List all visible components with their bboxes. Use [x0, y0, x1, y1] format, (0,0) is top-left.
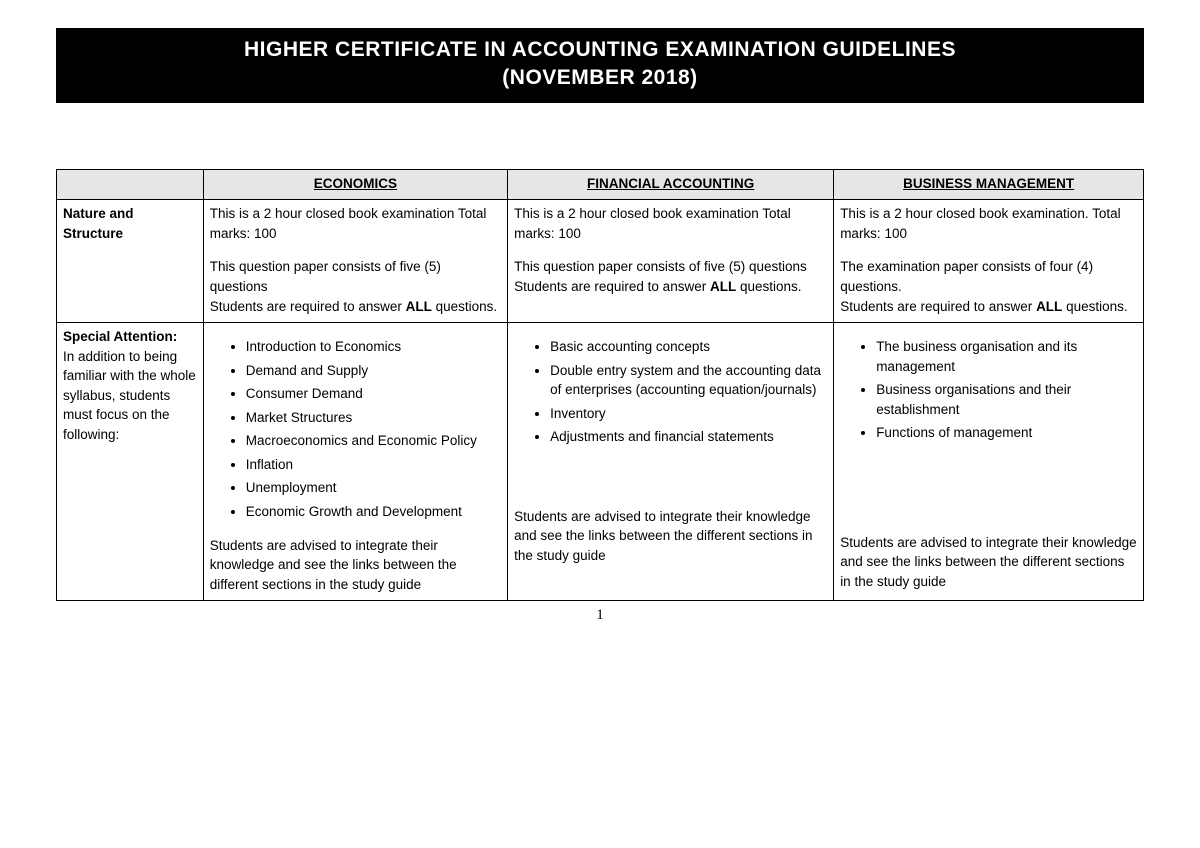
nature-econ-p2: This question paper consists of five (5)… [210, 257, 501, 316]
list-item: The business organisation and its manage… [876, 337, 1137, 376]
list-item: Introduction to Economics [246, 337, 501, 357]
col-header-economics: ECONOMICS [203, 169, 507, 200]
list-item: Unemployment [246, 478, 501, 498]
nature-econ-p2b-strong: ALL [406, 299, 432, 314]
list-item: Consumer Demand [246, 384, 501, 404]
attention-bus-bullets: The business organisation and its manage… [840, 337, 1137, 443]
attention-financial: Basic accounting concepts Double entry s… [508, 323, 834, 601]
nature-bus-p2b-post: questions. [1062, 299, 1127, 314]
nature-row: Nature and Structure This is a 2 hour cl… [57, 200, 1144, 323]
list-item: Demand and Supply [246, 361, 501, 381]
list-item: Adjustments and financial statements [550, 427, 827, 447]
nature-econ-p2a: This question paper consists of five (5)… [210, 259, 441, 294]
attention-econ-advice: Students are advised to integrate their … [210, 536, 501, 595]
header-row: ECONOMICS FINANCIAL ACCOUNTING BUSINESS … [57, 169, 1144, 200]
row-label-nature-text: Nature and Structure [63, 206, 134, 241]
attention-bus-advice: Students are advised to integrate their … [840, 533, 1137, 592]
nature-bus-p1: This is a 2 hour closed book examination… [840, 204, 1137, 243]
list-item: Inventory [550, 404, 827, 424]
nature-fin-p2a: This question paper consists of five (5)… [514, 259, 807, 274]
nature-bus-p2a: The examination paper consists of four (… [840, 259, 1093, 294]
row-label-nature: Nature and Structure [57, 200, 204, 323]
nature-bus-p2: The examination paper consists of four (… [840, 257, 1137, 316]
title-line-2: (NOVEMBER 2018) [502, 66, 697, 89]
list-item: Business organisations and their establi… [876, 380, 1137, 419]
nature-econ-p2b-pre: Students are required to answer [210, 299, 406, 314]
row-label-attention-strong: Special Attention: [63, 329, 177, 344]
attention-economics: Introduction to Economics Demand and Sup… [203, 323, 507, 601]
row-label-attention: Special Attention: In addition to being … [57, 323, 204, 601]
attention-fin-bullets: Basic accounting concepts Double entry s… [514, 337, 827, 447]
title-bar: HIGHER CERTIFICATE IN ACCOUNTING EXAMINA… [56, 28, 1144, 103]
nature-econ-p2b-post: questions. [432, 299, 497, 314]
list-item: Functions of management [876, 423, 1137, 443]
list-item: Inflation [246, 455, 501, 475]
nature-econ-p1: This is a 2 hour closed book examination… [210, 204, 501, 243]
title-line-1: HIGHER CERTIFICATE IN ACCOUNTING EXAMINA… [244, 38, 956, 61]
nature-economics: This is a 2 hour closed book examination… [203, 200, 507, 323]
row-label-attention-rest: In addition to being familiar with the w… [63, 349, 196, 442]
nature-fin-p1: This is a 2 hour closed book examination… [514, 204, 827, 243]
list-item: Double entry system and the accounting d… [550, 361, 827, 400]
attention-row: Special Attention: In addition to being … [57, 323, 1144, 601]
header-empty [57, 169, 204, 200]
list-item: Market Structures [246, 408, 501, 428]
page-number: 1 [56, 607, 1144, 624]
col-header-business-management: BUSINESS MANAGEMENT [834, 169, 1144, 200]
nature-financial: This is a 2 hour closed book examination… [508, 200, 834, 323]
attention-econ-bullets: Introduction to Economics Demand and Sup… [210, 337, 501, 522]
nature-bus-p2b-pre: Students are required to answer [840, 299, 1036, 314]
nature-fin-p2: This question paper consists of five (5)… [514, 257, 827, 296]
spacer [56, 103, 1144, 169]
col-header-financial-accounting: FINANCIAL ACCOUNTING [508, 169, 834, 200]
nature-bus-p2b-strong: ALL [1036, 299, 1062, 314]
nature-business: This is a 2 hour closed book examination… [834, 200, 1144, 323]
nature-fin-p2b-post: questions. [736, 279, 801, 294]
list-item: Economic Growth and Development [246, 502, 501, 522]
attention-business: The business organisation and its manage… [834, 323, 1144, 601]
list-item: Basic accounting concepts [550, 337, 827, 357]
nature-fin-p2b-pre: Students are required to answer [514, 279, 710, 294]
guidelines-table: ECONOMICS FINANCIAL ACCOUNTING BUSINESS … [56, 169, 1144, 602]
list-item: Macroeconomics and Economic Policy [246, 431, 501, 451]
nature-fin-p2b-strong: ALL [710, 279, 736, 294]
attention-fin-advice: Students are advised to integrate their … [514, 507, 827, 566]
